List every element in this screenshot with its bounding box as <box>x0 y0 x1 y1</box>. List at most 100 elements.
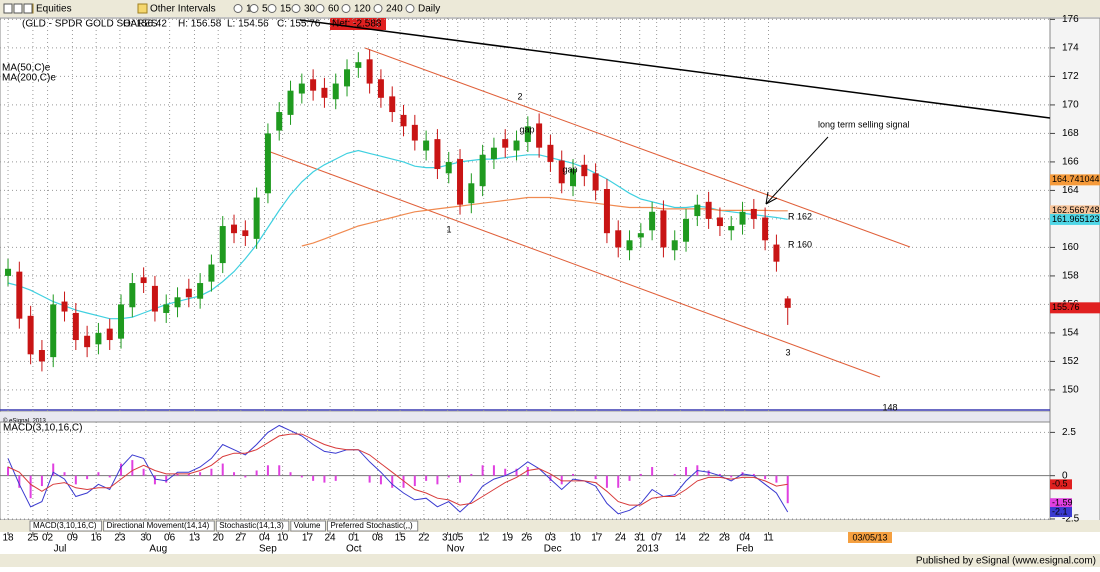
toolbar-item[interactable]: Daily <box>418 4 440 15</box>
month-label: Aug <box>149 544 167 555</box>
annotation: gap <box>562 164 577 174</box>
candle-body <box>118 304 125 339</box>
month-label: Sep <box>259 544 277 555</box>
tab-label[interactable]: Volume <box>294 521 321 530</box>
histogram-bar <box>436 475 439 485</box>
x-tick-label: 31 <box>634 533 646 544</box>
tab[interactable] <box>103 520 215 532</box>
tab-label[interactable]: Preferred Stochastic(,,) <box>330 521 413 530</box>
candle-body <box>197 283 204 299</box>
histogram-bar <box>628 475 631 481</box>
x-tick-label: 02 <box>42 533 54 544</box>
histogram-bar <box>413 475 416 487</box>
histogram-bar <box>402 475 405 488</box>
histogram-bar <box>142 468 145 476</box>
histogram-bar <box>233 472 236 476</box>
histogram-bar <box>447 475 450 478</box>
histogram-bar <box>108 475 111 478</box>
x-tick-label: 04 <box>259 533 271 544</box>
histogram-bar <box>379 475 382 485</box>
y-tick-label: 150 <box>1062 385 1079 396</box>
histogram-bar <box>425 475 428 481</box>
candle-body <box>513 140 520 151</box>
tab-label[interactable]: Directional Movement(14,14) <box>107 521 210 530</box>
annotation: 2 <box>517 91 522 101</box>
last-label: 162.566748 <box>1052 205 1100 215</box>
histogram-bar <box>278 465 281 476</box>
candle-body <box>502 139 509 148</box>
candle-body <box>174 297 181 308</box>
histogram-bar <box>255 470 258 476</box>
candle-body <box>750 208 757 219</box>
histogram-bar <box>165 475 168 483</box>
candle-body <box>377 79 384 98</box>
candle-body <box>400 114 407 127</box>
candle-body <box>637 233 644 238</box>
x-tick-label: 17 <box>591 533 603 544</box>
candle-body <box>344 69 351 87</box>
candle-body <box>705 201 712 219</box>
candle-body <box>728 226 735 231</box>
histogram-bar <box>52 463 55 476</box>
x-tick-label: 26 <box>521 533 533 544</box>
last-label: -1.59 <box>1052 498 1073 508</box>
candle-body <box>355 62 362 68</box>
candle-body <box>626 240 633 251</box>
quote: H: 156.58 <box>178 19 222 30</box>
trendline <box>264 149 881 378</box>
x-tick-label: 24 <box>615 533 627 544</box>
trendline <box>364 47 911 248</box>
tab-label[interactable]: MACD(3,10,16,C) <box>33 521 97 530</box>
candle-body <box>479 154 486 187</box>
toolbar-item[interactable]: 1 <box>246 4 252 15</box>
candle-body <box>140 277 147 284</box>
annotation: 1 <box>446 224 451 234</box>
toolbar-item[interactable]: Equities <box>36 4 72 15</box>
toolbar-item[interactable]: 30 <box>304 4 316 15</box>
toolbar-item[interactable]: Other Intervals <box>150 4 216 15</box>
candle-body <box>219 226 226 264</box>
tab-label[interactable]: Stochastic(14,1,3) <box>219 521 284 530</box>
histogram-bar <box>40 475 43 487</box>
y-tick-label: 170 <box>1062 100 1079 111</box>
candle-body <box>332 83 339 100</box>
x-tick-label: 16 <box>91 533 103 544</box>
x-tick-label: 24 <box>325 533 337 544</box>
month-label: 2013 <box>636 544 659 555</box>
toolbar-item[interactable]: 240 <box>386 4 403 15</box>
x-tick-label: 03 <box>545 533 557 544</box>
histogram-bar <box>300 475 303 478</box>
tab[interactable] <box>215 520 290 532</box>
histogram-bar <box>673 473 676 476</box>
toolbar-icon <box>315 4 325 13</box>
last-label-box <box>1050 498 1072 509</box>
histogram-bar <box>289 472 292 476</box>
candle-body <box>276 112 283 131</box>
toolbar-icon <box>23 3 33 14</box>
month-label: Dec <box>544 544 562 555</box>
candle-body <box>38 350 45 362</box>
candle-body <box>434 139 441 170</box>
candle-body <box>660 210 667 248</box>
toolbar-item[interactable]: 60 <box>328 4 340 15</box>
x-tick-label: 28 <box>719 533 731 544</box>
candle-body <box>72 312 79 341</box>
candle-body <box>366 59 373 84</box>
candle-body <box>570 169 577 187</box>
tab[interactable] <box>326 520 419 532</box>
annotation: long term selling signal <box>818 119 910 129</box>
moving-average <box>7 149 788 320</box>
toolbar-item[interactable]: 5 <box>262 4 268 15</box>
candle-body <box>716 217 723 227</box>
candle-body <box>490 147 497 160</box>
tab[interactable] <box>290 520 326 532</box>
candle-body <box>16 271 23 319</box>
last-label: 155.76 <box>1052 302 1080 312</box>
toolbar-item[interactable]: 15 <box>280 4 292 15</box>
x-tick-label: 22 <box>418 533 430 544</box>
toolbar-item[interactable]: 120 <box>354 4 371 15</box>
tab[interactable] <box>29 520 103 532</box>
candle-body <box>231 224 238 234</box>
x-tick-label: 19 <box>502 533 514 544</box>
